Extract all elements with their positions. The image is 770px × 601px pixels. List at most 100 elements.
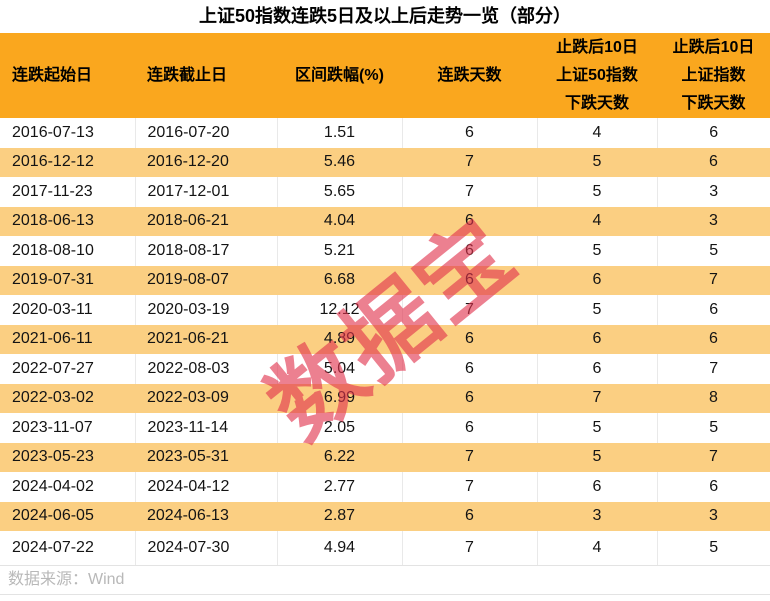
table-cell: 3 [709, 212, 718, 230]
table-cell: 3 [592, 507, 602, 525]
table-cell: 5 [592, 153, 602, 171]
table-cell: 2024-07-30 [135, 531, 278, 565]
table-cell: 2022-08-03 [135, 354, 278, 384]
table-cell: 2017-11-23 [0, 177, 136, 207]
table-cell: 2017-12-01 [135, 177, 278, 207]
table-cell: 2021-06-11 [12, 330, 93, 348]
table-cell: 6 [709, 123, 719, 141]
table-cell: 2019-07-31 [12, 271, 94, 289]
data-table: 连跌起始日 连跌截止日 区间跌幅(%) 连跌天数 止跌后10日 上证50指数 下… [0, 33, 770, 565]
table-cell: 7 [465, 153, 474, 171]
table-cell: 7 [709, 271, 718, 289]
table-row: 2023-11-07 2023-11-14 2.05 6 5 5 [0, 413, 770, 443]
table-cell: 2021-06-21 [147, 330, 229, 348]
table-cell: 5 [537, 236, 658, 266]
table-cell: 2.77 [277, 472, 403, 502]
table-cell: 5 [709, 418, 719, 436]
table-cell: 7 [709, 448, 718, 466]
table-cell: 6 [465, 271, 474, 289]
table-cell: 7 [402, 177, 538, 207]
table-cell: 4 [537, 118, 658, 148]
table-cell: 4.94 [277, 531, 403, 565]
table-cell: 5 [709, 539, 719, 556]
header-cell-decline-days: 连跌天数 [402, 33, 537, 118]
header-cell-sse-down-days-after: 止跌后10日 上证指数 下跌天数 [657, 33, 770, 118]
table-cell: 2022-07-27 [0, 354, 136, 384]
table-cell: 6 [709, 330, 718, 348]
table-row: 2018-06-13 2018-06-21 4.04 6 4 3 [0, 206, 770, 236]
table-body: 2016-07-13 2016-07-20 1.51 6 4 6 2016-12-12 201… [0, 118, 770, 565]
table-cell: 2024-06-13 [147, 507, 229, 525]
table-cell: 5 [537, 295, 658, 325]
table-cell: 5.46 [323, 153, 356, 171]
table-cell: 2.87 [323, 507, 356, 525]
table-cell: 6 [402, 236, 538, 266]
table-cell: 6 [465, 389, 474, 407]
table-cell: 2016-07-13 [0, 118, 136, 148]
table-cell: 4.89 [323, 330, 356, 348]
table-cell: 5.04 [277, 354, 403, 384]
table-cell: 7 [402, 472, 538, 502]
table-cell: 5 [592, 448, 602, 466]
table-row: 2024-06-05 2024-06-13 2.87 6 3 3 [0, 501, 770, 531]
table-cell: 2016-12-20 [147, 153, 229, 171]
table-cell: 6 [402, 118, 538, 148]
table-cell: 6 [709, 300, 719, 318]
table-cell: 5.65 [277, 177, 403, 207]
table-cell: 6 [465, 212, 474, 230]
table-cell: 2016-12-12 [12, 153, 94, 171]
table-cell: 2023-11-14 [135, 413, 278, 443]
table-cell: 6 [537, 354, 658, 384]
table-cell: 6.99 [323, 389, 356, 407]
table-cell: 2023-11-07 [0, 413, 136, 443]
page-title: 上证50指数连跌5日及以上后走势一览（部分） [0, 0, 770, 33]
table-row: 2020-03-11 2020-03-19 12.12 7 5 6 [0, 295, 770, 325]
table-row: 2017-11-23 2017-12-01 5.65 7 5 3 [0, 177, 770, 207]
table-cell: 8 [709, 389, 718, 407]
table-cell: 6 [402, 354, 538, 384]
table-cell: 4 [537, 531, 658, 565]
table-row: 2016-12-12 2016-12-20 5.46 7 5 6 [0, 147, 770, 177]
table-row: 2016-07-13 2016-07-20 1.51 6 4 6 [0, 118, 770, 148]
table-cell: 6 [592, 330, 602, 348]
table-row: 2024-04-02 2024-04-12 2.77 7 6 6 [0, 472, 770, 502]
table-cell: 4.04 [323, 212, 356, 230]
table-cell: 6.22 [323, 448, 356, 466]
table-cell: 2022-03-09 [147, 389, 229, 407]
table-cell: 2022-03-02 [12, 389, 94, 407]
table-cell: 5 [709, 241, 719, 259]
table-row: 2018-08-10 2018-08-17 5.21 6 5 5 [0, 236, 770, 266]
footer: 数据来源：Wind [0, 565, 770, 595]
table-cell: 6 [465, 507, 474, 525]
table-cell: 2020-03-11 [0, 295, 136, 325]
table-cell: 6 [592, 271, 602, 289]
table-cell: 2023-05-23 [12, 448, 94, 466]
table-cell: 2018-08-10 [0, 236, 136, 266]
table-cell: 2018-08-17 [135, 236, 278, 266]
table-cell: 7 [709, 359, 719, 377]
table-cell: 2024-04-02 [0, 472, 136, 502]
table-cell: 12.12 [277, 295, 403, 325]
header-cell-decline-end-date: 连跌截止日 [135, 33, 277, 118]
table-cell: 5.21 [277, 236, 403, 266]
data-source-label: 数据来源：Wind [8, 571, 125, 588]
table-cell: 6 [402, 413, 538, 443]
table-row: 2024-07-22 2024-07-30 4.94 7 4 5 [0, 531, 770, 565]
table-cell: 3 [709, 182, 719, 200]
table-cell: 2024-04-12 [135, 472, 278, 502]
table-cell: 6 [709, 153, 718, 171]
table-cell: 2024-07-22 [0, 531, 136, 565]
table-cell: 7 [465, 448, 474, 466]
table-cell: 7 [402, 295, 538, 325]
table-cell: 2018-06-13 [12, 212, 94, 230]
table-cell: 6 [465, 330, 474, 348]
table-cell: 4 [592, 212, 602, 230]
table-cell: 7 [402, 531, 538, 565]
header-cell-interval-drop-pct: 区间跌幅(%) [277, 33, 402, 118]
table-row: 2019-07-31 2019-08-07 6.68 6 6 7 [0, 265, 770, 295]
header-cell-decline-start-date: 连跌起始日 [0, 33, 135, 118]
table-row: 2021-06-11 2021-06-21 4.89 6 6 6 [0, 324, 770, 354]
table-row: 2022-07-27 2022-08-03 5.04 6 6 7 [0, 354, 770, 384]
table-row: 2023-05-23 2023-05-31 6.22 7 5 7 [0, 442, 770, 472]
